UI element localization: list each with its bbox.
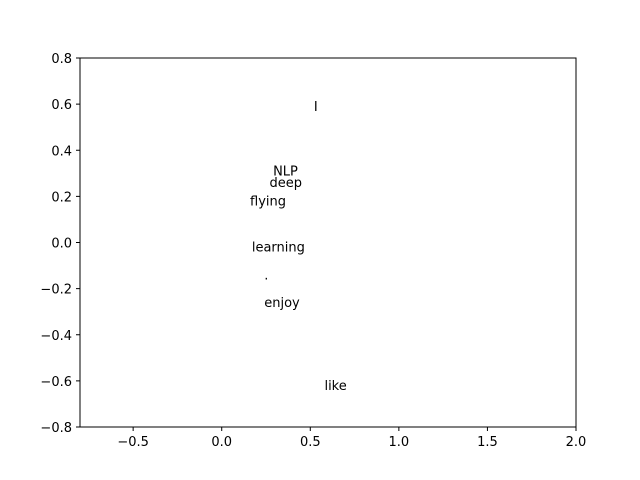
y-tick-label: 0.4 <box>51 144 72 159</box>
x-tick-label: −0.5 <box>117 435 149 450</box>
y-tick-label: 0.6 <box>51 98 72 113</box>
y-tick-label: −0.6 <box>40 375 72 390</box>
y-tick-label: 0.8 <box>51 52 72 67</box>
word-label-point: NLP <box>273 165 298 180</box>
word-label-point: enjoy <box>264 296 300 311</box>
word-label-point: like <box>324 379 346 394</box>
y-tick-label: 0.0 <box>51 237 72 252</box>
x-tick-label: 1.0 <box>389 435 410 450</box>
y-tick-label: 0.2 <box>51 190 72 205</box>
x-tick-label: 0.5 <box>300 435 321 450</box>
y-axis: −0.8 −0.6 −0.4 −0.2 0.0 0.2 0.4 0.6 0.8 <box>40 52 80 436</box>
x-tick-label: 2.0 <box>566 435 587 450</box>
word-label-point: deep <box>270 176 303 191</box>
word-label-point: I <box>314 100 318 115</box>
x-axis: −0.5 0.0 0.5 1.0 1.5 2.0 <box>117 427 586 450</box>
word-label-point: . <box>264 268 268 283</box>
x-tick-label: 0.0 <box>211 435 232 450</box>
plot-frame <box>79 57 577 428</box>
x-tick-label: 1.5 <box>477 435 498 450</box>
y-tick-label: −0.4 <box>40 329 72 344</box>
word-label-point: flying <box>250 195 286 210</box>
y-tick-label: −0.2 <box>40 283 72 298</box>
y-tick-label: −0.8 <box>40 421 72 436</box>
word-label-point: learning <box>252 241 305 256</box>
